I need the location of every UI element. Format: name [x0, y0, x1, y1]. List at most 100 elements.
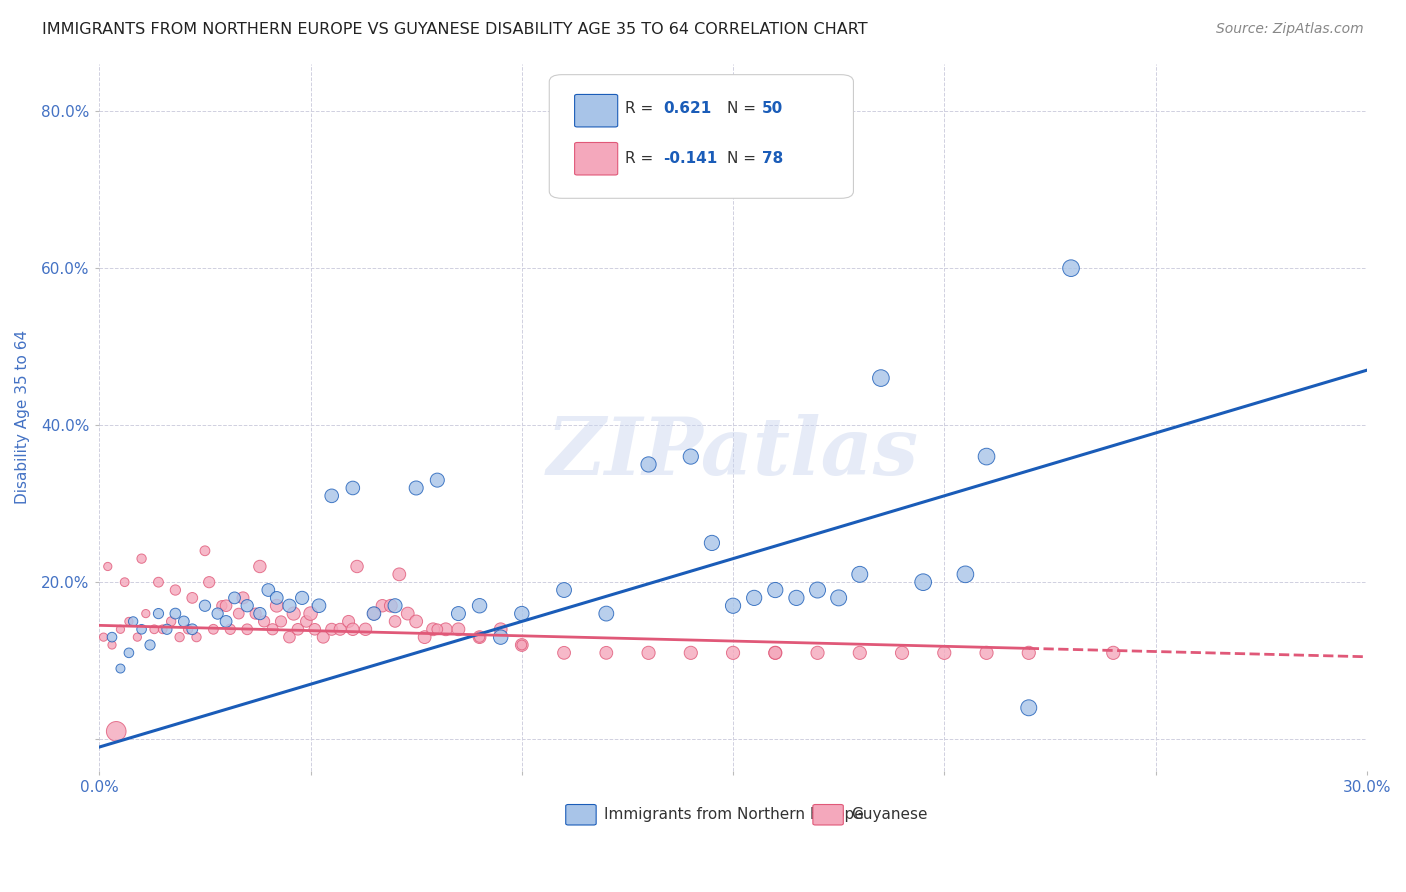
Point	[160, 615, 183, 629]
Point	[354, 622, 377, 636]
Point	[434, 622, 457, 636]
Point	[1018, 646, 1040, 660]
Point	[447, 607, 470, 621]
Text: Immigrants from Northern Europe: Immigrants from Northern Europe	[603, 807, 863, 822]
Point	[827, 591, 849, 605]
Text: IMMIGRANTS FROM NORTHERN EUROPE VS GUYANESE DISABILITY AGE 35 TO 64 CORRELATION : IMMIGRANTS FROM NORTHERN EUROPE VS GUYAN…	[42, 22, 868, 37]
Point	[122, 615, 145, 629]
Point	[426, 622, 449, 636]
Point	[763, 646, 786, 660]
FancyBboxPatch shape	[813, 805, 844, 825]
Point	[679, 450, 702, 464]
Point	[405, 481, 427, 495]
Point	[266, 591, 288, 605]
Point	[637, 646, 659, 660]
Point	[211, 599, 233, 613]
Y-axis label: Disability Age 35 to 64: Disability Age 35 to 64	[15, 330, 30, 504]
Point	[131, 551, 153, 566]
Point	[101, 630, 124, 644]
Point	[721, 646, 744, 660]
Point	[283, 607, 305, 621]
Point	[165, 607, 187, 621]
Point	[426, 473, 449, 487]
Point	[156, 622, 179, 636]
Point	[152, 622, 174, 636]
Point	[194, 599, 217, 613]
Point	[114, 575, 136, 590]
Point	[363, 607, 385, 621]
Point	[976, 646, 998, 660]
Point	[321, 489, 343, 503]
Point	[422, 622, 444, 636]
Point	[110, 622, 132, 636]
Point	[595, 607, 617, 621]
Text: R =: R =	[626, 101, 654, 116]
Point	[742, 591, 765, 605]
Point	[105, 724, 128, 739]
Point	[181, 622, 204, 636]
Point	[110, 661, 132, 675]
Point	[202, 622, 225, 636]
Point	[299, 607, 322, 621]
Text: ZIPatlas: ZIPatlas	[547, 414, 920, 491]
Point	[396, 607, 419, 621]
Point	[468, 630, 491, 644]
Point	[679, 646, 702, 660]
Point	[118, 615, 141, 629]
Point	[236, 622, 259, 636]
Point	[219, 622, 242, 636]
Point	[97, 559, 120, 574]
Point	[870, 371, 893, 385]
Point	[785, 591, 807, 605]
Point	[287, 622, 309, 636]
Point	[510, 638, 533, 652]
Point	[849, 646, 872, 660]
Point	[934, 646, 956, 660]
Point	[384, 615, 406, 629]
Point	[169, 630, 191, 644]
Point	[249, 607, 271, 621]
Point	[553, 582, 575, 597]
Point	[637, 458, 659, 472]
FancyBboxPatch shape	[565, 805, 596, 825]
Point	[380, 599, 402, 613]
Point	[489, 630, 512, 644]
Point	[198, 575, 221, 590]
Point	[891, 646, 914, 660]
Point	[253, 615, 276, 629]
Point	[257, 582, 280, 597]
Point	[295, 615, 318, 629]
Point	[1102, 646, 1125, 660]
Point	[510, 607, 533, 621]
Point	[384, 599, 406, 613]
Point	[93, 630, 115, 644]
Point	[849, 567, 872, 582]
Point	[194, 543, 217, 558]
Point	[595, 646, 617, 660]
Point	[143, 622, 166, 636]
FancyBboxPatch shape	[550, 75, 853, 198]
Text: -0.141: -0.141	[664, 151, 717, 166]
Point	[763, 646, 786, 660]
Point	[468, 599, 491, 613]
Point	[329, 622, 352, 636]
Text: N =: N =	[727, 151, 755, 166]
Point	[186, 630, 208, 644]
Point	[224, 591, 246, 605]
Point	[245, 607, 267, 621]
Point	[266, 599, 288, 613]
Point	[148, 607, 170, 621]
Text: R =: R =	[626, 151, 654, 166]
Point	[510, 638, 533, 652]
Point	[763, 582, 786, 597]
Point	[127, 630, 149, 644]
Point	[177, 622, 200, 636]
Point	[405, 615, 427, 629]
Point	[337, 615, 360, 629]
Point	[139, 638, 162, 652]
Point	[363, 607, 385, 621]
Point	[806, 582, 828, 597]
Point	[278, 599, 301, 613]
Point	[228, 607, 250, 621]
Point	[346, 559, 368, 574]
